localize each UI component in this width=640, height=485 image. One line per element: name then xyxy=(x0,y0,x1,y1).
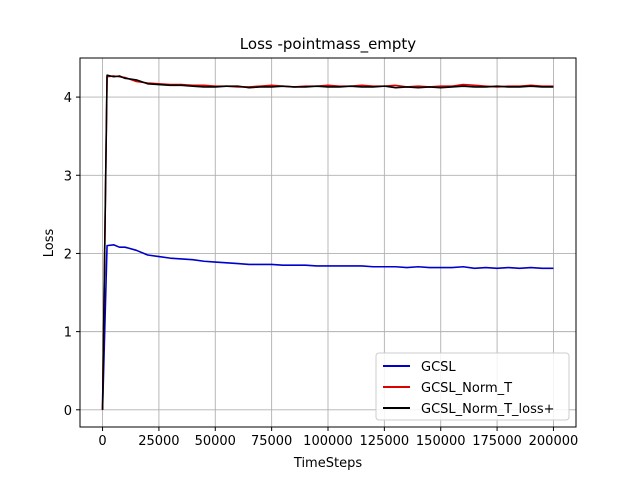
x-tick-label: 50000 xyxy=(195,434,236,449)
x-tick-label: 200000 xyxy=(529,434,579,449)
legend-label-1: GCSL_Norm_T xyxy=(421,381,512,396)
y-axis-ticks: 0 1 2 3 4 xyxy=(64,91,80,419)
legend: GCSL GCSL_Norm_T GCSL_Norm_T_loss+ xyxy=(375,352,570,421)
x-axis-ticks: 0 25000 50000 75000 100000 125000 150000 175000… xyxy=(98,427,578,449)
y-tick-label: 0 xyxy=(64,404,72,419)
chart-title: Loss -pointmass_empty xyxy=(240,35,417,54)
y-tick-label: 2 xyxy=(64,247,72,262)
x-axis-label: TimeSteps xyxy=(293,456,362,471)
legend-label-0: GCSL xyxy=(421,360,456,375)
x-tick-label: 0 xyxy=(98,434,106,449)
legend-box xyxy=(375,352,570,421)
series-line-2 xyxy=(101,74,554,410)
x-tick-label: 125000 xyxy=(360,434,410,449)
x-tick-label: 150000 xyxy=(416,434,466,449)
x-tick-label: 25000 xyxy=(138,434,179,449)
series-lines xyxy=(101,74,554,410)
y-tick-label: 1 xyxy=(64,326,72,341)
y-tick-label: 4 xyxy=(64,91,72,106)
x-tick-label: 100000 xyxy=(303,434,353,449)
y-axis-label: Loss xyxy=(42,229,57,258)
x-tick-label: 175000 xyxy=(472,434,522,449)
y-tick-label: 3 xyxy=(64,169,72,184)
legend-label-2: GCSL_Norm_T_loss+ xyxy=(421,402,555,417)
series-line-0 xyxy=(101,244,554,410)
x-tick-label: 75000 xyxy=(251,434,292,449)
